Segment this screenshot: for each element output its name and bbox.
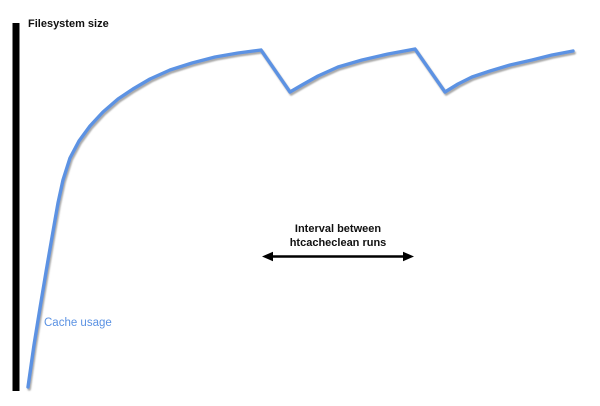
cache-usage-curve: [26, 47, 575, 389]
interval-arrow-head-left: [262, 251, 273, 262]
interval-arrow: [262, 251, 414, 262]
interval-arrow-head-right: [403, 251, 414, 262]
cache-usage-label: Cache usage: [44, 317, 112, 329]
interval-label-line1: Interval between: [295, 223, 381, 235]
filesystem-size-label: Filesystem size: [28, 18, 109, 30]
interval-label-line2: htcacheclean runs: [290, 237, 387, 249]
